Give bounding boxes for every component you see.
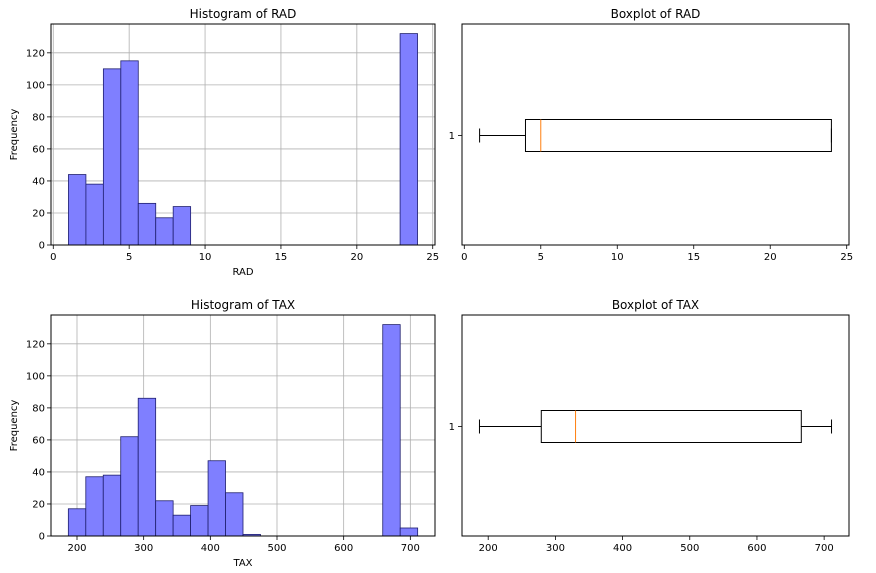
boxplot-of-rad-x-tick-label: 20 — [764, 252, 777, 263]
boxplot-of-rad-x-tick-label: 15 — [687, 252, 700, 263]
histogram-of-rad-x-tick-label: 10 — [199, 252, 212, 263]
boxplot-of-rad-x-tick-label: 5 — [538, 252, 544, 263]
histogram-of-tax-bar — [190, 505, 209, 537]
histogram-of-tax-y-tick-label: 20 — [32, 499, 45, 510]
histogram-of-rad-bar — [120, 60, 139, 246]
histogram-of-tax-bar — [399, 527, 419, 537]
boxplot-tax-panel: Boxplot of TAX 1 200 300 400 500 600 700 — [449, 298, 850, 554]
histogram-tax-title: Histogram of TAX — [191, 298, 295, 312]
boxplot-of-tax-x-tick-label: 300 — [546, 543, 565, 554]
histogram-of-tax-x-tick-label: 600 — [334, 543, 353, 554]
histogram-of-tax-x-tick-label: 700 — [401, 543, 420, 554]
histogram-of-rad-y-tick-label: 20 — [32, 208, 45, 219]
boxplot-of-tax-x-tick-label: 400 — [613, 543, 632, 554]
histogram-of-tax-bar — [120, 436, 139, 537]
histogram-of-tax-y-tick-label: 0 — [39, 532, 45, 543]
histogram-of-tax-bar — [207, 460, 226, 537]
histogram-of-rad-x-tick-label: 20 — [350, 252, 363, 263]
histogram-of-rad-axes-frame — [50, 23, 436, 246]
histogram-of-tax-y-tick-label: 80 — [32, 403, 45, 414]
histogram-rad-panel: Histogram of RAD 020406080100120Frequenc… — [9, 7, 439, 278]
histogram-of-tax-bar — [137, 397, 157, 537]
histogram-of-tax-bar — [102, 474, 122, 537]
histogram-of-rad-y-tick-label: 40 — [32, 176, 45, 187]
histogram-of-tax-x-axis-label: TAX — [232, 558, 252, 569]
boxplot-of-tax-x-tick-label: 200 — [479, 543, 498, 554]
boxplot-of-tax-box — [540, 410, 802, 443]
boxplot-of-tax-x-tick-label: 500 — [680, 543, 699, 554]
boxplot-rad-title: Boxplot of RAD — [611, 7, 701, 21]
boxplot-of-tax-x-tick-label: 600 — [747, 543, 766, 554]
histogram-of-tax-y-tick-label: 60 — [32, 435, 45, 446]
histogram-of-rad-x-tick-label: 25 — [426, 252, 439, 263]
histogram-of-rad-bar — [137, 202, 157, 246]
histogram-of-rad-x-tick-label: 15 — [275, 252, 288, 263]
boxplot-of-rad-x-tick-label: 25 — [840, 252, 853, 263]
boxplot-of-rad-box — [524, 119, 832, 152]
histogram-of-rad-bar — [68, 174, 87, 246]
boxplot-of-rad-x-tick-label: 10 — [611, 252, 624, 263]
histogram-of-tax-bar — [85, 476, 104, 537]
histogram-of-rad-bar — [102, 68, 122, 246]
histogram-of-tax-bar — [172, 514, 191, 537]
histogram-of-rad-y-tick-label: 0 — [39, 241, 45, 252]
histogram-of-rad-bar — [399, 33, 418, 246]
histogram-of-tax-bar — [225, 492, 244, 537]
boxplot-of-rad-y-tick-label: 1 — [449, 131, 455, 142]
histogram-of-tax-x-tick-label: 500 — [267, 543, 286, 554]
histogram-of-rad-y-tick-label: 120 — [26, 48, 45, 59]
histogram-of-tax-y-tick-label: 100 — [26, 371, 45, 382]
histogram-of-rad-x-tick-label: 0 — [50, 252, 56, 263]
boxplot-of-tax-y-tick-label: 1 — [449, 422, 455, 433]
histogram-of-tax-bar — [155, 500, 174, 537]
histogram-of-rad-y-tick-label: 80 — [32, 112, 45, 123]
boxplot-of-rad-axes-frame — [461, 23, 850, 246]
histogram-of-tax-y-axis-label: Frequency — [9, 400, 20, 452]
boxplot-of-tax-x-tick-label: 700 — [815, 543, 834, 554]
histogram-rad-title: Histogram of RAD — [190, 7, 297, 21]
boxplot-of-rad-x-tick-label: 0 — [461, 252, 467, 263]
histogram-of-rad-y-axis-label: Frequency — [9, 109, 20, 161]
histogram-of-rad-x-axis-label: RAD — [232, 267, 253, 278]
histogram-of-rad-y-tick-label: 100 — [26, 80, 45, 91]
histogram-of-rad-bar — [172, 206, 192, 246]
histogram-of-tax-x-tick-label: 400 — [201, 543, 220, 554]
boxplot-tax-title: Boxplot of TAX — [612, 298, 699, 312]
histogram-of-tax-x-tick-label: 200 — [67, 543, 86, 554]
histogram-of-rad-bar — [85, 183, 104, 246]
histogram-of-tax-axes-frame — [50, 314, 436, 537]
histogram-of-tax-bar — [67, 508, 87, 537]
histogram-of-tax-y-tick-label: 120 — [26, 339, 45, 350]
boxplot-of-tax-axes-frame — [461, 314, 850, 537]
histogram-of-rad-bar — [155, 217, 174, 246]
boxplot-rad-panel: Boxplot of RAD 10 5 10 15 20 25 — [449, 7, 853, 263]
histogram-of-rad-x-tick-label: 5 — [126, 252, 132, 263]
histogram-of-tax-x-tick-label: 300 — [134, 543, 153, 554]
histogram-of-tax-y-tick-label: 40 — [32, 467, 45, 478]
histogram-of-rad-y-tick-label: 60 — [32, 144, 45, 155]
histogram-of-tax-bar — [382, 324, 401, 537]
histogram-tax-panel: Histogram of TAX 0 20 40 60 80 100 120 Frequenc… — [9, 298, 436, 569]
